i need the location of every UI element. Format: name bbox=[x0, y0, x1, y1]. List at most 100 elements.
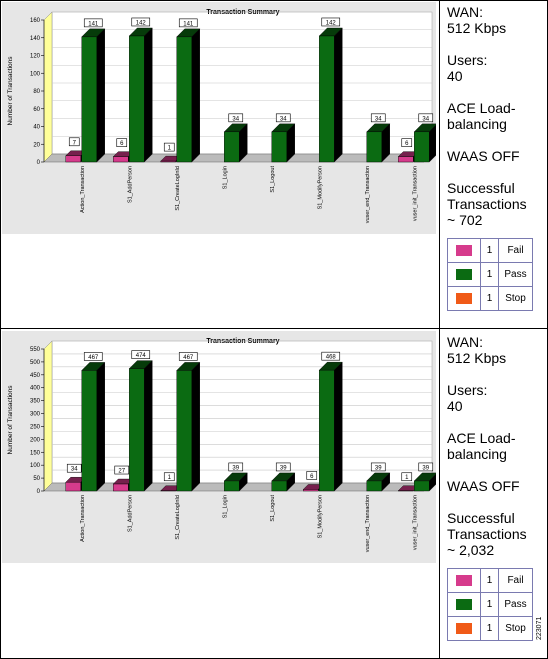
y-tick-label: 100 bbox=[30, 463, 41, 469]
y-tick-label: 120 bbox=[30, 54, 41, 60]
wan-value: 512 Kbps bbox=[447, 20, 507, 36]
waas-status: WAAS OFF bbox=[447, 148, 520, 164]
legend-row-stop: 1 Stop bbox=[448, 617, 532, 640]
y-tick-label: 500 bbox=[30, 360, 41, 366]
bar-pass bbox=[414, 131, 430, 163]
bar-pass-side bbox=[144, 27, 153, 163]
data-label-fail-box bbox=[163, 472, 175, 482]
chart-title: Transaction Summary bbox=[206, 9, 279, 16]
data-label-pass-box bbox=[321, 17, 341, 27]
y-axis-label: Number of Transactions bbox=[7, 385, 14, 455]
bar-pass bbox=[129, 368, 145, 492]
bar-pass-side bbox=[96, 361, 105, 492]
wan-value: 512 Kbps bbox=[447, 350, 507, 366]
bar-pass-side bbox=[144, 360, 153, 492]
bar-pass bbox=[129, 35, 145, 163]
waas-status: WAAS OFF bbox=[447, 478, 520, 494]
data-label-pass-box bbox=[275, 462, 291, 472]
bar-pass-side bbox=[96, 28, 105, 163]
sidebar-top: WAN: 512 Kbps Users: 40 ACE Load- balanc… bbox=[447, 4, 539, 244]
data-label-pass: 34 bbox=[280, 116, 287, 122]
bar-pass bbox=[224, 131, 240, 163]
legend-top: 1 Fail 1 Pass 1 Stop bbox=[447, 238, 533, 311]
data-label-pass: 467 bbox=[88, 355, 99, 361]
bar-fail bbox=[160, 160, 176, 163]
success-line-2: Transactions bbox=[447, 526, 527, 542]
bar-fail bbox=[65, 482, 81, 492]
data-label-fail: 6 bbox=[405, 141, 409, 147]
data-label-pass-box bbox=[178, 352, 198, 361]
bar-fail bbox=[398, 156, 414, 163]
bar-pass-side bbox=[334, 27, 343, 163]
y-tick-label: 160 bbox=[30, 18, 41, 24]
legend-label-fail: Fail bbox=[507, 575, 524, 586]
data-label-fail-box bbox=[401, 472, 413, 482]
ace-line-1: ACE Load- bbox=[447, 430, 516, 446]
bar-pass bbox=[81, 370, 97, 492]
success-line-1: Successful bbox=[447, 180, 515, 196]
y-tick-label: 50 bbox=[33, 476, 40, 482]
figure-id: 223071 bbox=[536, 616, 543, 640]
x-tick-label: S1_Logout bbox=[270, 495, 276, 522]
ace-line-2: balancing bbox=[447, 446, 507, 462]
data-label-pass: 474 bbox=[136, 353, 147, 359]
data-label-pass: 468 bbox=[326, 355, 337, 361]
success-count: ~ 2,032 bbox=[447, 542, 495, 558]
plot-left-wall bbox=[43, 11, 53, 163]
wan-label: WAN: bbox=[447, 4, 484, 20]
bar-fail bbox=[113, 483, 129, 492]
bar-pass bbox=[366, 131, 382, 163]
column-divider bbox=[439, 0, 440, 659]
legend-swatch-pass bbox=[456, 599, 472, 610]
data-label-fail: 34 bbox=[71, 467, 78, 473]
ace-line-2: balancing bbox=[447, 116, 507, 132]
data-label-fail-box bbox=[114, 465, 130, 475]
data-label-fail: 1 bbox=[168, 475, 172, 481]
data-label-pass-box bbox=[178, 18, 198, 28]
data-label-pass: 141 bbox=[88, 21, 99, 27]
y-tick-label: 300 bbox=[30, 412, 41, 418]
legend-count: 1 bbox=[481, 239, 499, 262]
data-label-fail-box bbox=[116, 138, 128, 147]
data-label-pass-box bbox=[275, 113, 291, 123]
legend-row-fail: 1 Fail bbox=[448, 569, 532, 593]
data-label-pass-box bbox=[370, 113, 386, 123]
wan-label: WAN: bbox=[447, 334, 484, 350]
legend-label-fail: Fail bbox=[507, 245, 524, 256]
y-tick-label: 140 bbox=[30, 36, 41, 42]
data-label-pass-box bbox=[418, 113, 434, 123]
x-tick-label: vuser_init_Transaction bbox=[412, 495, 418, 550]
legend-row-fail: 1 Fail bbox=[448, 239, 532, 263]
legend-count: 1 bbox=[481, 287, 499, 310]
data-label-fail-box bbox=[306, 471, 318, 480]
x-tick-label: Action_Transaction bbox=[80, 166, 86, 213]
panel-divider bbox=[0, 328, 548, 329]
bar-pass bbox=[224, 480, 240, 492]
legend-label-pass: Pass bbox=[504, 599, 527, 610]
data-label-pass-box bbox=[418, 462, 434, 472]
chart-transaction-summary-top: Transaction Summary 0 20 40 60 80 100 120 140 160… bbox=[2, 2, 436, 234]
data-label-pass-box bbox=[83, 18, 103, 28]
x-tick-label: S1_AddPerson bbox=[127, 166, 133, 203]
success-count: ~ 702 bbox=[447, 212, 483, 228]
legend-count: 1 bbox=[481, 593, 499, 616]
legend-swatch-stop bbox=[456, 293, 472, 304]
success-line-2: Transactions bbox=[447, 196, 527, 212]
data-label-pass: 142 bbox=[136, 20, 147, 26]
data-label-fail: 6 bbox=[310, 474, 314, 480]
x-tick-label: S1_CreateLogInId bbox=[175, 166, 181, 211]
data-label-pass-box bbox=[131, 350, 151, 359]
data-label-pass-box bbox=[131, 17, 151, 27]
bar-pass bbox=[319, 369, 335, 492]
x-tick-label: S1_Logout bbox=[270, 166, 276, 193]
legend-count: 1 bbox=[481, 569, 499, 592]
legend-row-pass: 1 Pass bbox=[448, 593, 532, 617]
legend-label-stop: Stop bbox=[505, 623, 526, 634]
y-tick-label: 350 bbox=[30, 399, 41, 405]
data-label-pass: 39 bbox=[232, 465, 239, 471]
legend-label-stop: Stop bbox=[505, 293, 526, 304]
x-tick-label: vuser_init_Transaction bbox=[412, 166, 418, 221]
y-tick-label: 20 bbox=[33, 142, 40, 148]
data-label-pass-box bbox=[370, 462, 386, 472]
legend-swatch-pass bbox=[456, 269, 472, 280]
